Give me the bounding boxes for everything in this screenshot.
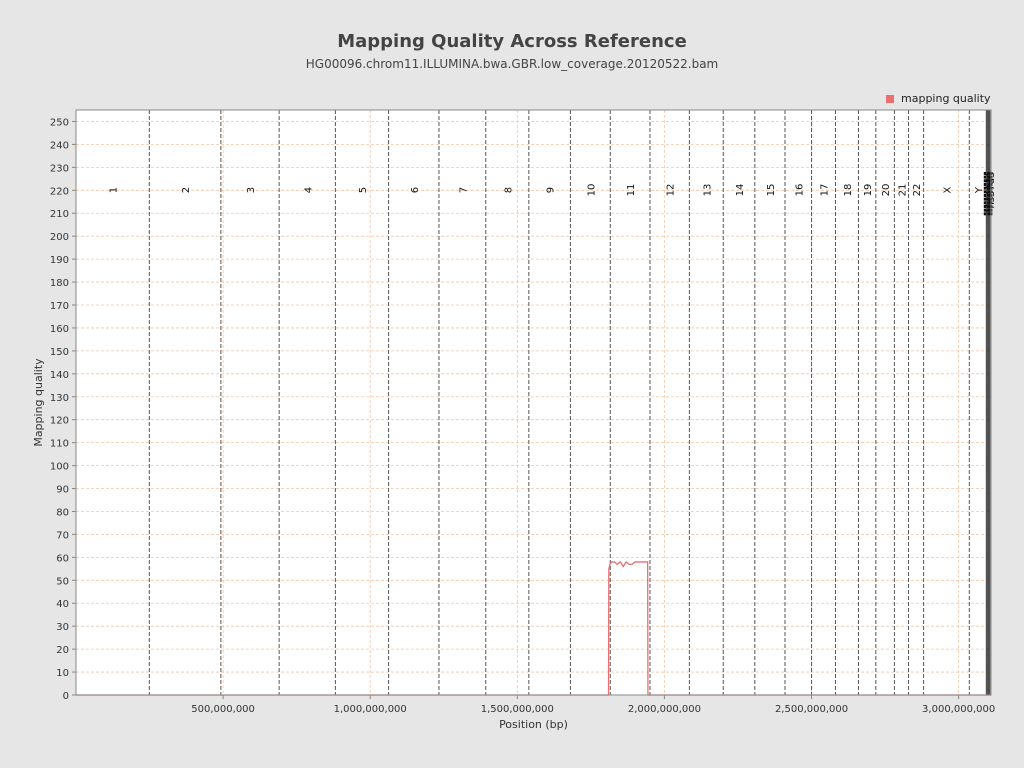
chart-title: Mapping Quality Across Reference	[337, 31, 687, 52]
chromosome-label: 1	[109, 187, 120, 193]
y-tick-label: 120	[50, 416, 69, 427]
x-tick-label: 1,500,000,000	[481, 704, 554, 715]
contig-marker	[983, 201, 993, 205]
y-tick-label: 90	[56, 485, 69, 496]
y-tick-label: 50	[56, 576, 69, 587]
y-tick-label: 110	[50, 439, 69, 450]
chromosome-label: 17	[820, 184, 831, 197]
chromosome-label: 6	[410, 187, 421, 193]
x-axis-label: Position (bp)	[499, 718, 568, 731]
y-tick-label: 230	[50, 163, 69, 174]
contig-marker-band	[985, 110, 991, 695]
chromosome-label: 13	[702, 184, 713, 197]
plot-border	[75, 109, 992, 696]
y-tick-label: 30	[56, 622, 69, 633]
contig-marker	[983, 208, 993, 212]
legend: mapping quality	[886, 92, 991, 105]
chromosome-label: 16	[794, 184, 805, 197]
y-tick-label: 70	[56, 530, 69, 541]
contig-marker	[983, 197, 993, 201]
chromosome-label: 12	[666, 184, 677, 197]
chromosome-label: 20	[881, 184, 892, 197]
y-tick-label: 100	[50, 462, 69, 473]
chromosome-label: 10	[586, 184, 597, 197]
y-tick-label: 150	[50, 347, 69, 358]
plot-area	[76, 110, 991, 695]
legend-swatch	[886, 94, 894, 103]
x-tick-label: 3,000,000,000	[922, 704, 995, 715]
contig-marker	[983, 171, 993, 175]
chromosome-label: 2	[181, 187, 192, 193]
chromosome-label: 18	[843, 184, 854, 197]
x-tick-label: 1,000,000,000	[334, 704, 407, 715]
chromosome-label: 19	[863, 184, 874, 197]
x-tick-label: 500,000,000	[191, 704, 255, 715]
y-tick-label: 250	[50, 117, 69, 128]
y-tick-label: 220	[50, 186, 69, 197]
y-tick-label: 130	[50, 393, 69, 404]
y-tick-label: 140	[50, 370, 69, 381]
y-tick-label: 170	[50, 301, 69, 312]
y-tick-label: 60	[56, 553, 69, 564]
chromosome-label: 9	[546, 187, 557, 193]
chromosome-label: Y	[974, 186, 985, 194]
chromosome-label: 11	[626, 184, 637, 197]
y-tick-label: 10	[56, 668, 69, 679]
y-axis-label: Mapping quality	[32, 358, 45, 447]
contig-marker	[983, 182, 993, 186]
x-tick-label: 2,000,000,000	[628, 704, 701, 715]
contig-marker	[983, 204, 993, 208]
contig-marker	[983, 186, 993, 190]
y-tick-label: 20	[56, 645, 69, 656]
contig-marker	[983, 179, 993, 183]
y-tick-label: 200	[50, 232, 69, 243]
chromosome-label: 4	[303, 187, 314, 193]
chromosome-label: 7	[458, 187, 469, 193]
chromosome-label: 3	[246, 187, 257, 193]
chromosome-label: 8	[503, 187, 514, 193]
chart-subtitle: HG00096.chrom11.ILLUMINA.bwa.GBR.low_cov…	[305, 57, 719, 71]
y-tick-label: 80	[56, 507, 69, 518]
x-tick-label: 2,500,000,000	[775, 704, 848, 715]
y-tick-label: 190	[50, 255, 69, 266]
y-tick-label: 210	[50, 209, 69, 220]
chromosome-label: 21	[897, 184, 908, 197]
chromosome-label: 15	[766, 184, 777, 197]
chromosome-label: 22	[912, 184, 923, 197]
chromosome-label: X	[942, 186, 953, 193]
y-tick-label: 0	[63, 691, 69, 702]
y-tick-label: 40	[56, 599, 69, 610]
chromosome-label: 14	[735, 184, 746, 197]
contig-marker	[983, 193, 993, 197]
contig-marker	[983, 212, 993, 216]
contig-marker	[983, 175, 993, 179]
y-tick-label: 240	[50, 140, 69, 151]
chromosome-label: 5	[358, 187, 369, 193]
contig-marker	[983, 190, 993, 194]
series-line	[76, 560, 991, 696]
y-tick-label: 160	[50, 324, 69, 335]
legend-label: mapping quality	[901, 92, 991, 105]
y-tick-label: 180	[50, 278, 69, 289]
